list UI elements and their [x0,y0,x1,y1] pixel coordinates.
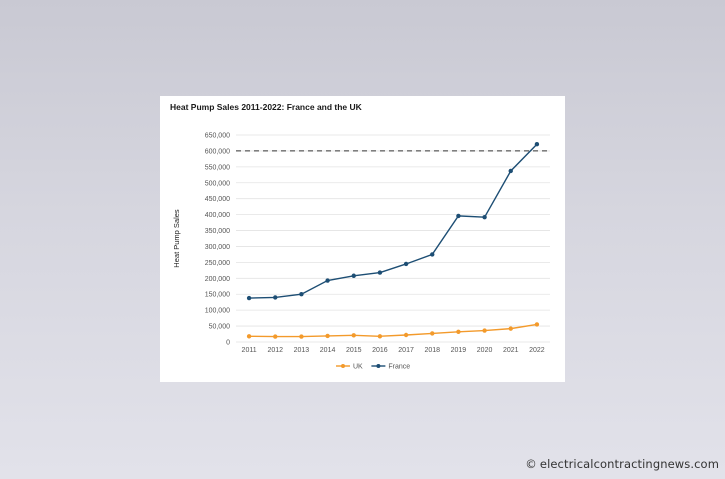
data-point-france [508,168,513,174]
y-tick-label: 550,000 [205,164,230,171]
data-point-france [351,273,356,278]
data-point-uk [508,326,513,331]
y-tick-label: 250,000 [205,260,230,267]
y-tick-label: 100,000 [205,308,230,315]
y-tick-label: 450,000 [205,196,230,203]
data-point-uk [351,333,356,338]
x-tick-label: 2012 [267,347,283,354]
legend-marker [376,364,381,368]
data-point-france [299,292,304,297]
data-point-france [246,295,252,301]
data-point-uk [534,322,540,327]
data-point-france [377,270,383,275]
data-point-uk [377,334,383,339]
y-tick-label: 400,000 [205,212,230,219]
y-tick-label: 50,000 [209,324,231,331]
data-point-france [325,278,330,283]
data-point-uk [430,331,435,336]
x-tick-label: 2016 [372,347,388,354]
data-point-uk [456,329,461,335]
series-line-france [249,143,538,299]
data-point-uk [482,328,487,333]
chart-title: Heat Pump Sales 2011-2022: France and th… [170,102,362,112]
x-tick-label: 2014 [320,347,336,354]
legend-label: UK [353,364,363,371]
y-tick-label: 350,000 [205,228,230,235]
data-point-france [456,213,461,219]
watermark-text: electricalcontractingnews.com [539,457,719,471]
x-tick-label: 2019 [451,347,467,354]
data-point-france [482,214,487,220]
y-tick-label: 500,000 [205,180,230,187]
chart-card: Heat Pump Sales 2011-2022: France and th… [160,96,565,382]
data-point-france [534,142,540,147]
line-chart: 0 50,000 100,000 150,000 200,000 250,000 300,0… [172,133,550,371]
data-point-france [430,252,435,257]
data-point-uk [246,334,252,339]
y-tick-label: 650,000 [205,133,230,140]
data-point-uk [273,334,278,339]
legend-marker [341,364,345,368]
y-axis-label: Heat Pump Sales [172,209,181,268]
x-tick-label: 2013 [294,347,310,354]
y-tick-label: 200,000 [205,276,230,283]
y-tick-label: 150,000 [205,292,230,299]
data-point-france [273,295,278,300]
x-tick-label: 2018 [424,347,440,354]
legend-label: France [388,364,410,371]
y-tick-label: 300,000 [205,244,230,251]
watermark: © electricalcontractingnews.com [525,457,719,471]
x-tick-label: 2020 [477,347,493,354]
y-tick-label: 0 [226,340,230,347]
x-tick-label: 2017 [398,347,414,354]
series-line-uk [249,323,538,338]
data-point-uk [299,334,304,339]
x-tick-label: 2021 [503,347,519,354]
y-tick-label: 600,000 [205,148,230,155]
data-point-france [403,261,409,267]
x-tick-label: 2022 [529,347,545,354]
data-point-uk [325,333,330,339]
x-tick-label: 2015 [346,347,362,354]
copyright-icon: © [525,457,537,471]
x-tick-label: 2011 [242,347,257,354]
data-point-uk [403,332,409,338]
